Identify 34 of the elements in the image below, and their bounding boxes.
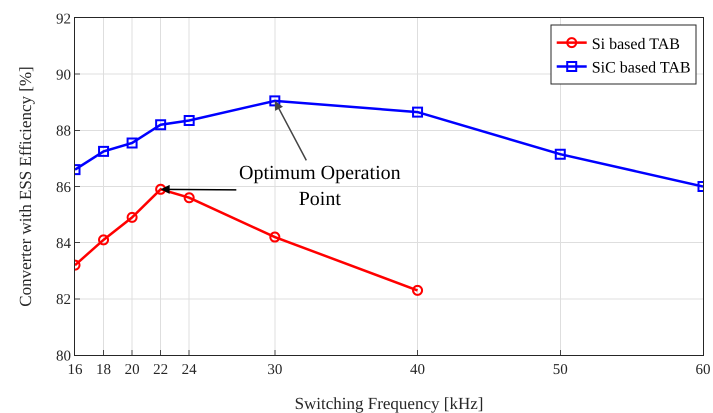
x-tick-label: 20 [124, 362, 140, 378]
annotation: Optimum Operation Point [239, 162, 401, 210]
x-tick-label: 60 [696, 362, 710, 378]
point [184, 192, 195, 204]
x-tick-label: 18 [96, 362, 112, 378]
y-axis-title: Converter with ESS Efficiency [%] [16, 66, 35, 307]
point [269, 232, 280, 243]
point [412, 106, 424, 118]
point [98, 146, 110, 157]
point [126, 137, 138, 148]
y-tick-label: 86 [56, 180, 72, 196]
y-tick-label: 88 [56, 124, 71, 140]
point [412, 284, 424, 296]
y-tick-label: 90 [56, 67, 71, 84]
x-axis-title: Switching Frequency [kHz] [294, 394, 484, 413]
legend-label: Si based TAB [592, 36, 680, 53]
y-tick-label: 84 [56, 236, 72, 252]
x-tick-label: 24 [182, 362, 198, 378]
point [155, 119, 166, 130]
y-tick-label: 80 [56, 348, 71, 364]
point [126, 212, 138, 223]
y-tick-label: 92 [56, 11, 71, 28]
legend-label: SiC based TAB [592, 60, 691, 77]
point [554, 148, 566, 160]
point [184, 115, 195, 126]
x-tick-label: 16 [68, 362, 83, 378]
point [269, 95, 280, 106]
y-tick-label: 82 [56, 292, 71, 308]
x-tick-label: 30 [267, 362, 282, 378]
x-tick-label: 22 [153, 362, 168, 378]
x-tick-label: 40 [410, 362, 426, 378]
point [155, 184, 166, 195]
point [98, 234, 110, 246]
x-tick-label: 50 [552, 362, 568, 378]
